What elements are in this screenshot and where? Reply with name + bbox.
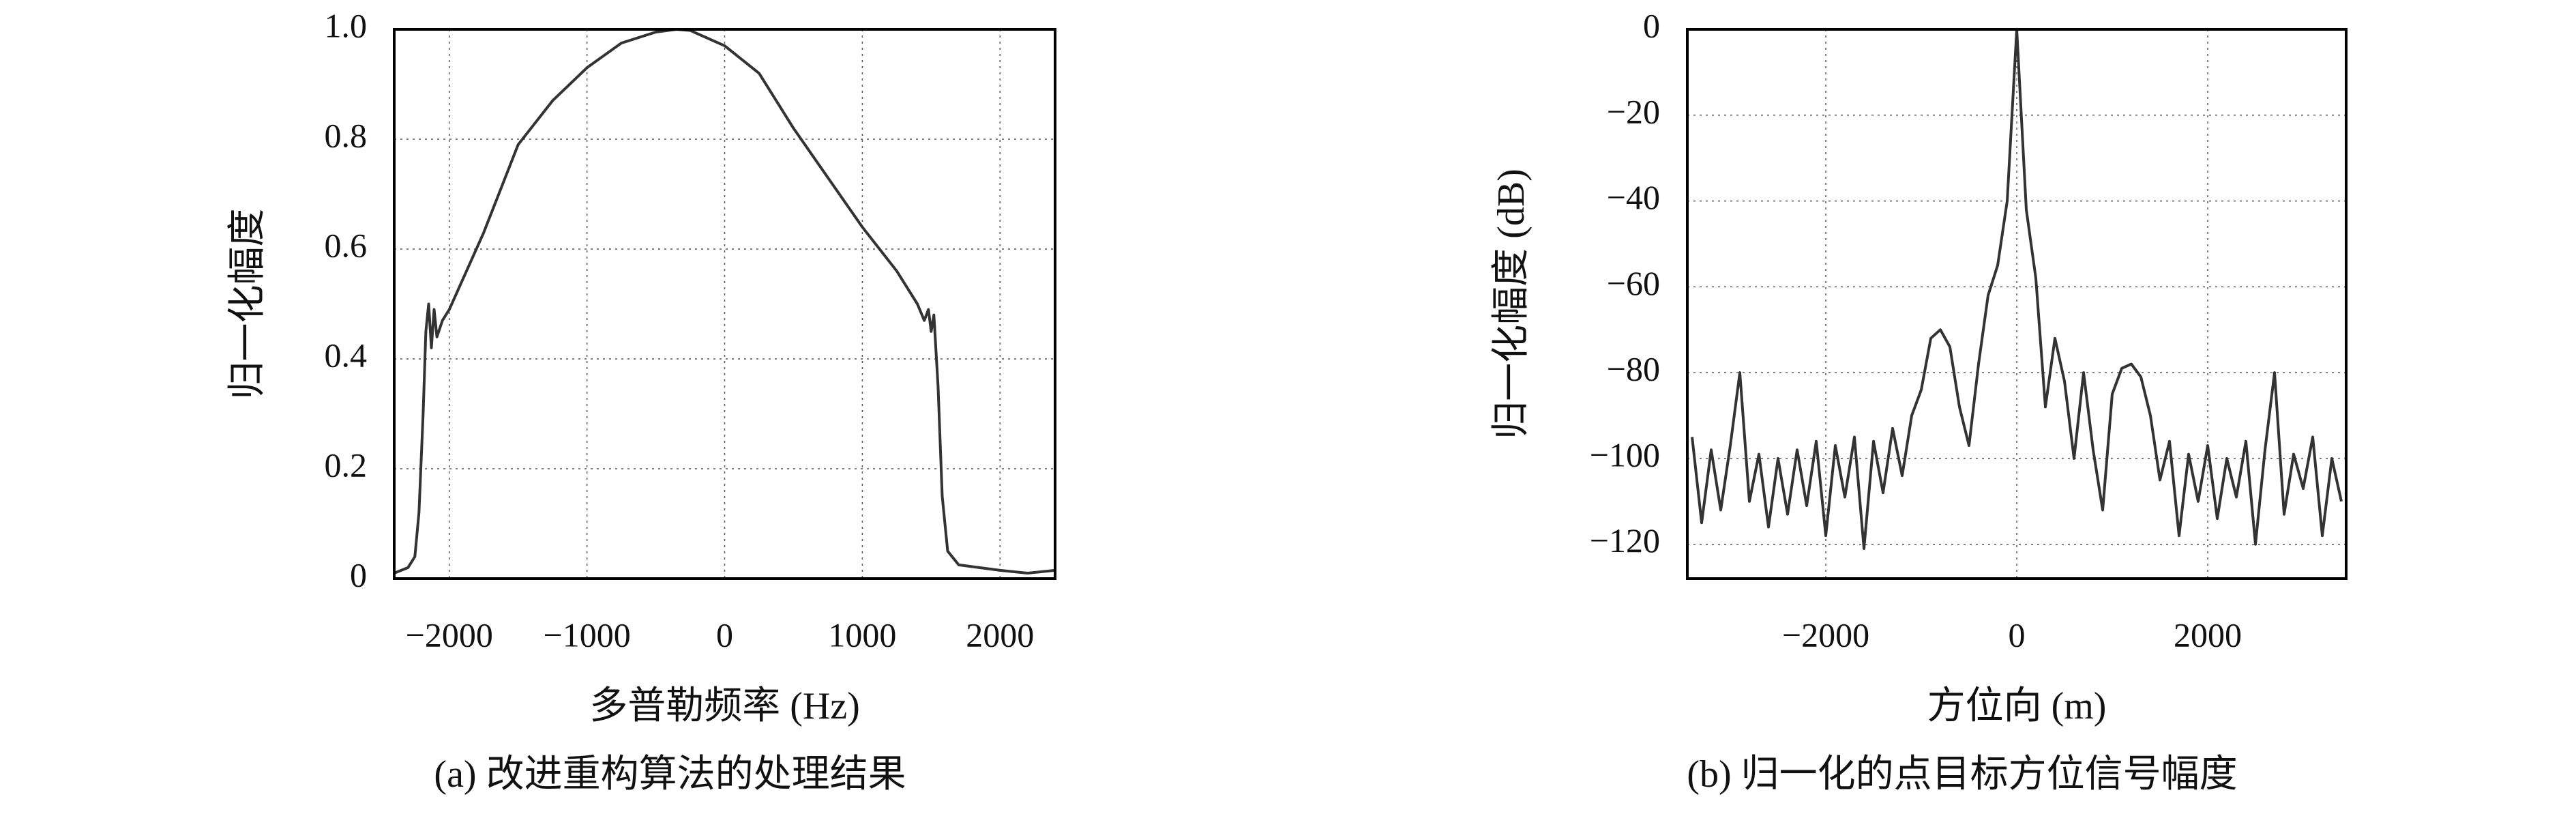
caption: (a) 改进重构算法的处理结果 [434, 753, 906, 796]
y-tick-label: −20 [1607, 92, 1660, 130]
x-tick-label: 0 [716, 615, 733, 654]
plot-frame [393, 28, 1056, 580]
y-tick-label: −60 [1607, 264, 1660, 302]
y-tick-label: 0 [350, 555, 367, 594]
x-tick-label: −1000 [544, 615, 631, 654]
plot-frame [1686, 28, 2348, 580]
y-axis-label: 归一化幅度 (dB) [1490, 169, 1533, 439]
y-tick-label: 0.4 [325, 336, 368, 374]
x-tick-label: −2000 [1782, 615, 1869, 654]
x-tick-label: −2000 [406, 615, 493, 654]
x-tick-label: 2000 [966, 615, 1034, 654]
y-tick-label: 1.0 [325, 6, 368, 44]
y-tick-label: 0.8 [325, 116, 368, 154]
y-tick-label: 0.2 [325, 446, 368, 484]
x-tick-label: 2000 [2174, 615, 2242, 654]
y-tick-label: −100 [1590, 435, 1660, 474]
y-tick-label: −80 [1607, 350, 1660, 388]
y-tick-label: −120 [1590, 521, 1660, 559]
x-axis-label: 方位向 (m) [1927, 685, 2107, 727]
x-tick-label: 1000 [828, 615, 896, 654]
x-tick-label: 0 [2009, 615, 2026, 654]
y-axis-label: 归一化幅度 [226, 209, 269, 400]
y-tick-label: 0 [1643, 6, 1660, 44]
y-tick-label: 0.6 [325, 226, 368, 264]
caption: (b) 归一化的点目标方位信号幅度 [1687, 753, 2237, 796]
y-tick-label: −40 [1607, 178, 1660, 216]
x-axis-label: 多普勒频率 (Hz) [589, 685, 860, 727]
